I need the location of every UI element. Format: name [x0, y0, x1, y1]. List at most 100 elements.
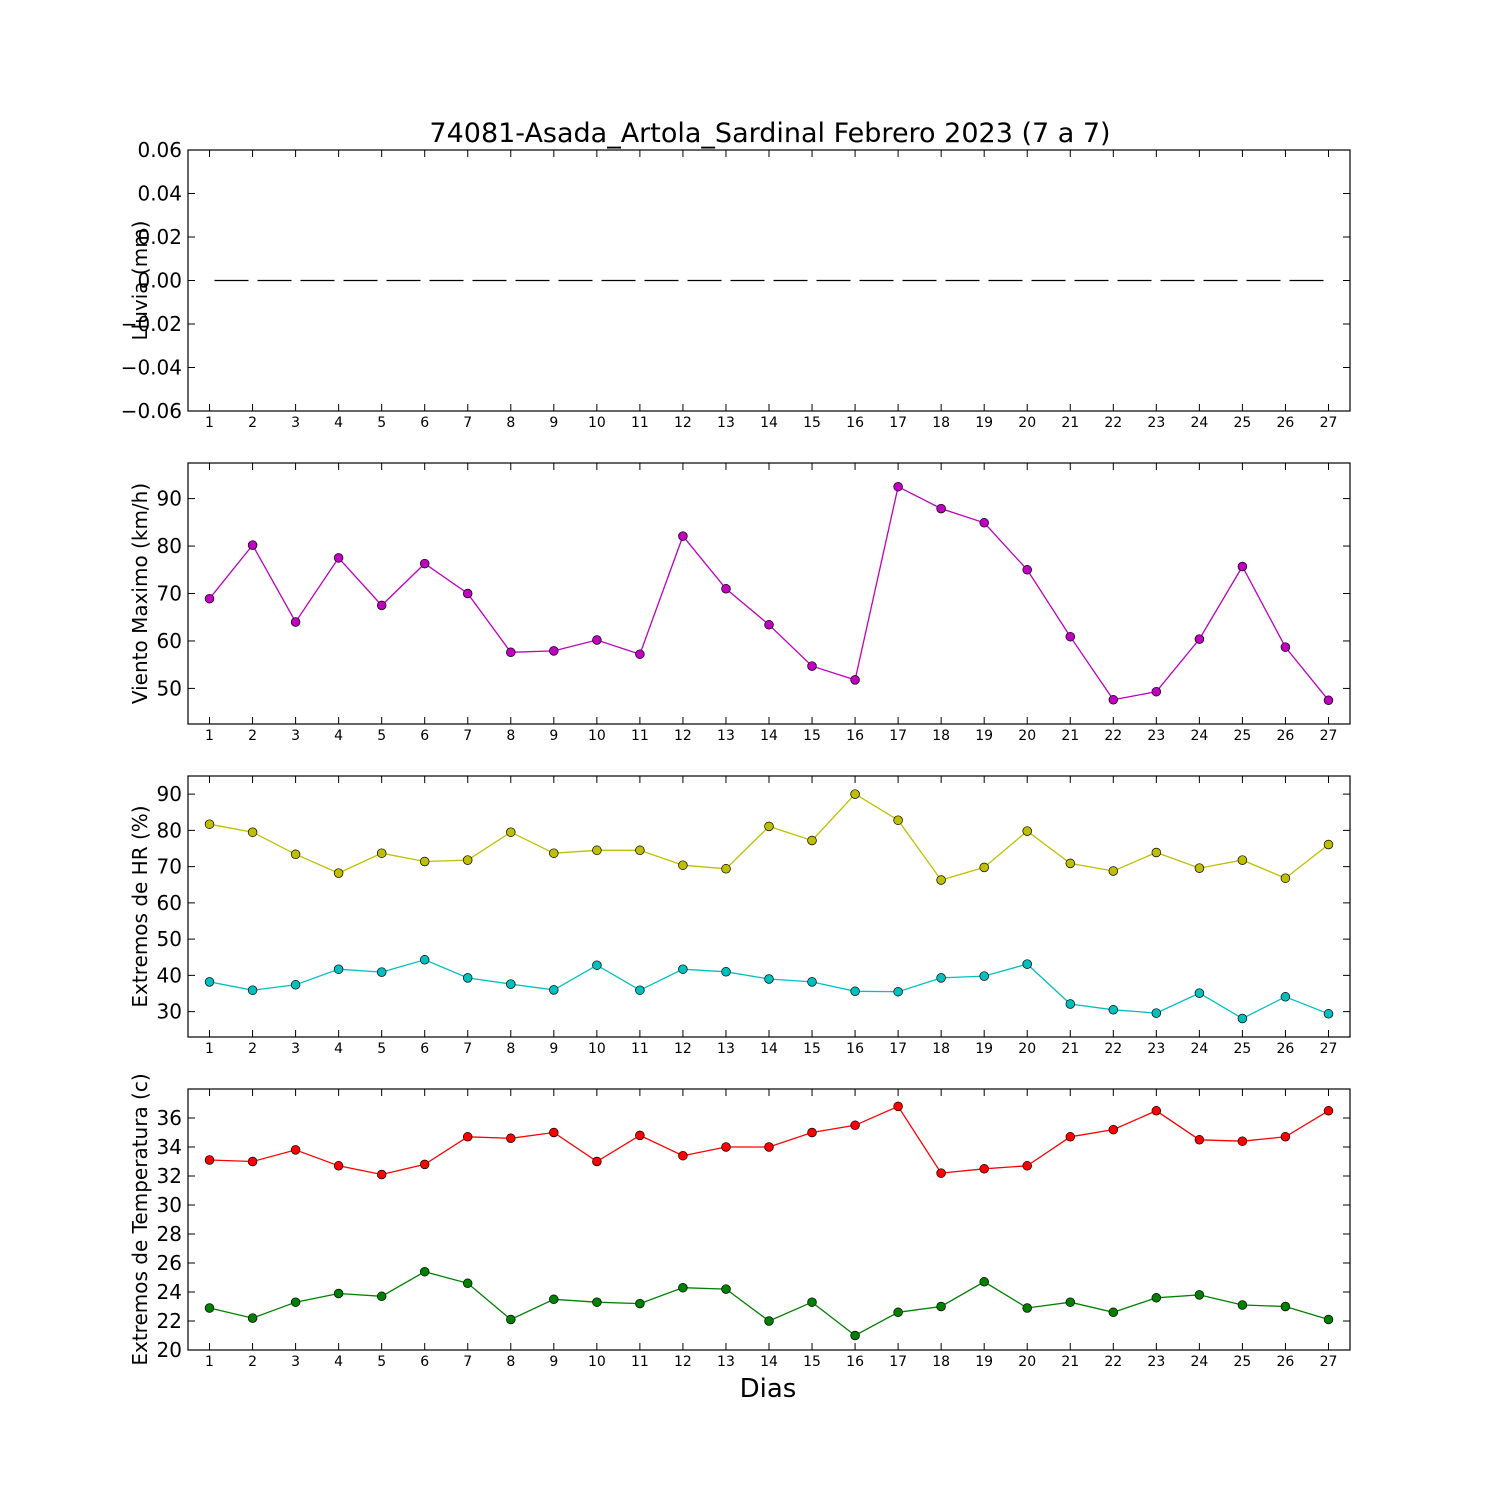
temperature-series-1-point — [1022, 1161, 1032, 1171]
rain-xtick-label: 21 — [1061, 415, 1079, 431]
temperature-xtick-label: 14 — [760, 1354, 778, 1370]
temperature-xtick-label: 15 — [803, 1354, 821, 1370]
wind-series-1-point — [1194, 634, 1205, 644]
rain-xtick-label: 11 — [631, 415, 649, 431]
wind-series-1-point — [635, 649, 645, 659]
humidity-series-1-point — [1151, 847, 1162, 858]
humidity-series-2-point — [290, 980, 301, 990]
temperature-series-1-point — [462, 1132, 473, 1142]
humidity-ytick-label: 60 — [157, 891, 182, 915]
temperature-series-2-point — [807, 1297, 817, 1307]
temperature-series-2-point — [1022, 1303, 1032, 1313]
wind-ytick-label: 70 — [157, 582, 182, 606]
temperature-series-1-point — [721, 1142, 731, 1152]
rain-xtick-label: 2 — [248, 415, 257, 431]
temperature-series-2-point — [549, 1294, 559, 1305]
temperature-xtick-label: 9 — [549, 1354, 558, 1370]
wind-xtick-label: 9 — [549, 728, 558, 744]
wind-series-1-point — [764, 620, 774, 630]
temperature-xtick-label: 22 — [1104, 1354, 1122, 1370]
wind-series-1-point — [979, 518, 989, 528]
wind-series-1-point — [419, 558, 430, 569]
rain-ytick-label: 0.02 — [137, 225, 182, 249]
wind-xtick-label: 26 — [1277, 728, 1295, 744]
humidity-series-2-point — [893, 986, 903, 997]
wind-y-axis-label: Viento Maximo (km/h) — [128, 483, 152, 704]
wind-xtick-label: 19 — [975, 728, 993, 744]
wind-series-1-point — [506, 647, 516, 658]
temperature-series-2-point — [1323, 1314, 1334, 1325]
rain-xtick-label: 22 — [1104, 415, 1122, 431]
humidity-y-axis-label: Extremos de HR (%) — [128, 805, 152, 1007]
temperature-xtick-label: 25 — [1233, 1354, 1251, 1370]
temperature-series-2-point — [592, 1297, 602, 1307]
wind-ytick-label: 60 — [157, 629, 182, 653]
wind-xtick-label: 4 — [334, 728, 343, 744]
rain-xtick-label: 17 — [889, 415, 907, 431]
humidity-ytick-label: 70 — [157, 855, 182, 879]
temperature-series-2-point — [290, 1297, 301, 1307]
humidity-xtick-label: 8 — [506, 1041, 515, 1057]
wind-series-1-point — [850, 675, 860, 685]
humidity-series-2-point — [1022, 959, 1032, 969]
humidity-series-1-point — [419, 856, 430, 867]
wind-xtick-label: 16 — [846, 728, 864, 744]
humidity-series-2-point — [462, 973, 473, 983]
humidity-xtick-label: 22 — [1104, 1041, 1122, 1057]
humidity-xtick-label: 23 — [1147, 1041, 1165, 1057]
temperature-xtick-label: 23 — [1147, 1354, 1165, 1370]
humidity-xtick-label: 25 — [1233, 1041, 1251, 1057]
temperature-series-2-point — [1065, 1297, 1076, 1307]
wind-series-1-point — [807, 661, 817, 671]
wind-ytick-label: 90 — [157, 487, 182, 511]
wind-xtick-label: 23 — [1147, 728, 1165, 744]
temperature-series-1-point — [1237, 1136, 1248, 1146]
humidity-series-2-point — [333, 964, 344, 974]
rain-xtick-label: 9 — [549, 415, 558, 431]
humidity-series-1-point — [462, 855, 473, 865]
rain-xtick-label: 23 — [1147, 415, 1165, 431]
humidity-series-2-point — [807, 977, 817, 987]
rain-xtick-label: 20 — [1018, 415, 1036, 431]
rain-xtick-label: 16 — [846, 415, 864, 431]
humidity-series-1-point — [1108, 866, 1119, 876]
rain-ytick-label: −0.06 — [121, 399, 182, 423]
rain-xtick-label: 27 — [1320, 415, 1338, 431]
temperature-series-2-point — [506, 1314, 516, 1325]
temperature-series-2-point — [247, 1313, 258, 1323]
wind-xtick-label: 3 — [291, 728, 300, 744]
temperature-xtick-label: 12 — [674, 1354, 692, 1370]
wind-series-1-point — [1237, 561, 1248, 572]
rain-xtick-label: 24 — [1190, 415, 1208, 431]
wind-xtick-label: 13 — [717, 728, 735, 744]
humidity-series-1-point — [1194, 863, 1205, 873]
temperature-xtick-label: 18 — [932, 1354, 950, 1370]
rain-xtick-label: 12 — [674, 415, 692, 431]
rain-ytick-label: −0.02 — [121, 312, 182, 336]
humidity-xtick-label: 18 — [932, 1041, 950, 1057]
temperature-series-2-point — [333, 1288, 344, 1299]
temperature-series-1-point — [764, 1142, 774, 1152]
temperature-y-axis-label: Extremos de Temperatura (c) — [128, 1073, 152, 1365]
rain-xtick-label: 3 — [291, 415, 300, 431]
wind-series-1-point — [549, 646, 559, 656]
wind-series-1-point — [678, 531, 688, 541]
temperature-series-1-point — [376, 1169, 387, 1180]
chart-panels: −0.06−0.04−0.020.000.020.040.061 2 3 4 5 6 7 8 9… — [121, 138, 1351, 1370]
wind-series-1-point — [462, 588, 473, 599]
humidity-xtick-label: 6 — [420, 1041, 429, 1057]
rain-frame — [187, 149, 1351, 412]
humidity-series-1-point — [376, 848, 387, 858]
humidity-ytick-label: 80 — [157, 818, 182, 842]
rain-xtick-label: 10 — [588, 415, 606, 431]
temperature-series-1-point — [807, 1127, 817, 1138]
humidity-series-1-point — [1280, 873, 1291, 883]
temperature-series-2-point — [1151, 1293, 1162, 1303]
rain-xtick-label: 25 — [1233, 415, 1251, 431]
humidity-series-2-point — [1151, 1008, 1162, 1018]
humidity-series-2-point — [549, 985, 559, 995]
wind-xtick-label: 14 — [760, 728, 778, 744]
temperature-series-2-point — [850, 1330, 860, 1341]
temperature-series-1-point — [1194, 1135, 1205, 1145]
